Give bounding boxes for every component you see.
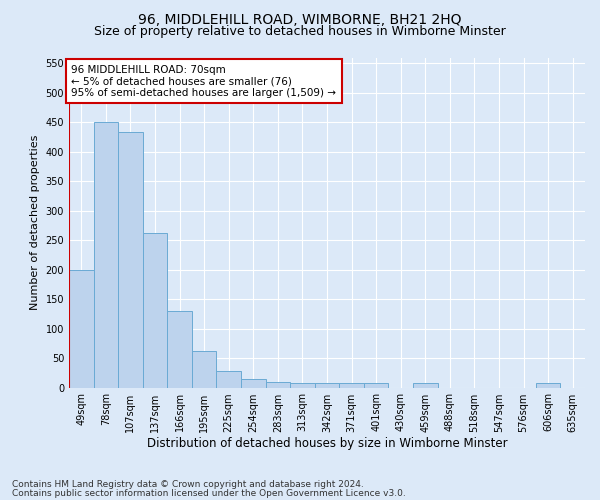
Bar [167,311,192,388]
Bar [94,122,118,388]
Bar [266,382,290,388]
Y-axis label: Number of detached properties: Number of detached properties [30,135,40,310]
Bar [192,351,217,388]
Text: 96, MIDDLEHILL ROAD, WIMBORNE, BH21 2HQ: 96, MIDDLEHILL ROAD, WIMBORNE, BH21 2HQ [138,12,462,26]
Bar [69,270,94,388]
Bar [315,384,339,388]
Bar [217,371,241,388]
Bar [118,132,143,388]
Bar [143,233,167,388]
Bar [536,384,560,388]
Text: Size of property relative to detached houses in Wimborne Minster: Size of property relative to detached ho… [94,25,506,38]
Text: 96 MIDDLEHILL ROAD: 70sqm
← 5% of detached houses are smaller (76)
95% of semi-d: 96 MIDDLEHILL ROAD: 70sqm ← 5% of detach… [71,64,337,98]
Bar [413,384,437,388]
X-axis label: Distribution of detached houses by size in Wimborne Minster: Distribution of detached houses by size … [146,438,508,450]
Bar [364,384,388,388]
Text: Contains HM Land Registry data © Crown copyright and database right 2024.: Contains HM Land Registry data © Crown c… [12,480,364,489]
Text: Contains public sector information licensed under the Open Government Licence v3: Contains public sector information licen… [12,488,406,498]
Bar [290,384,315,388]
Bar [241,380,266,388]
Bar [339,384,364,388]
